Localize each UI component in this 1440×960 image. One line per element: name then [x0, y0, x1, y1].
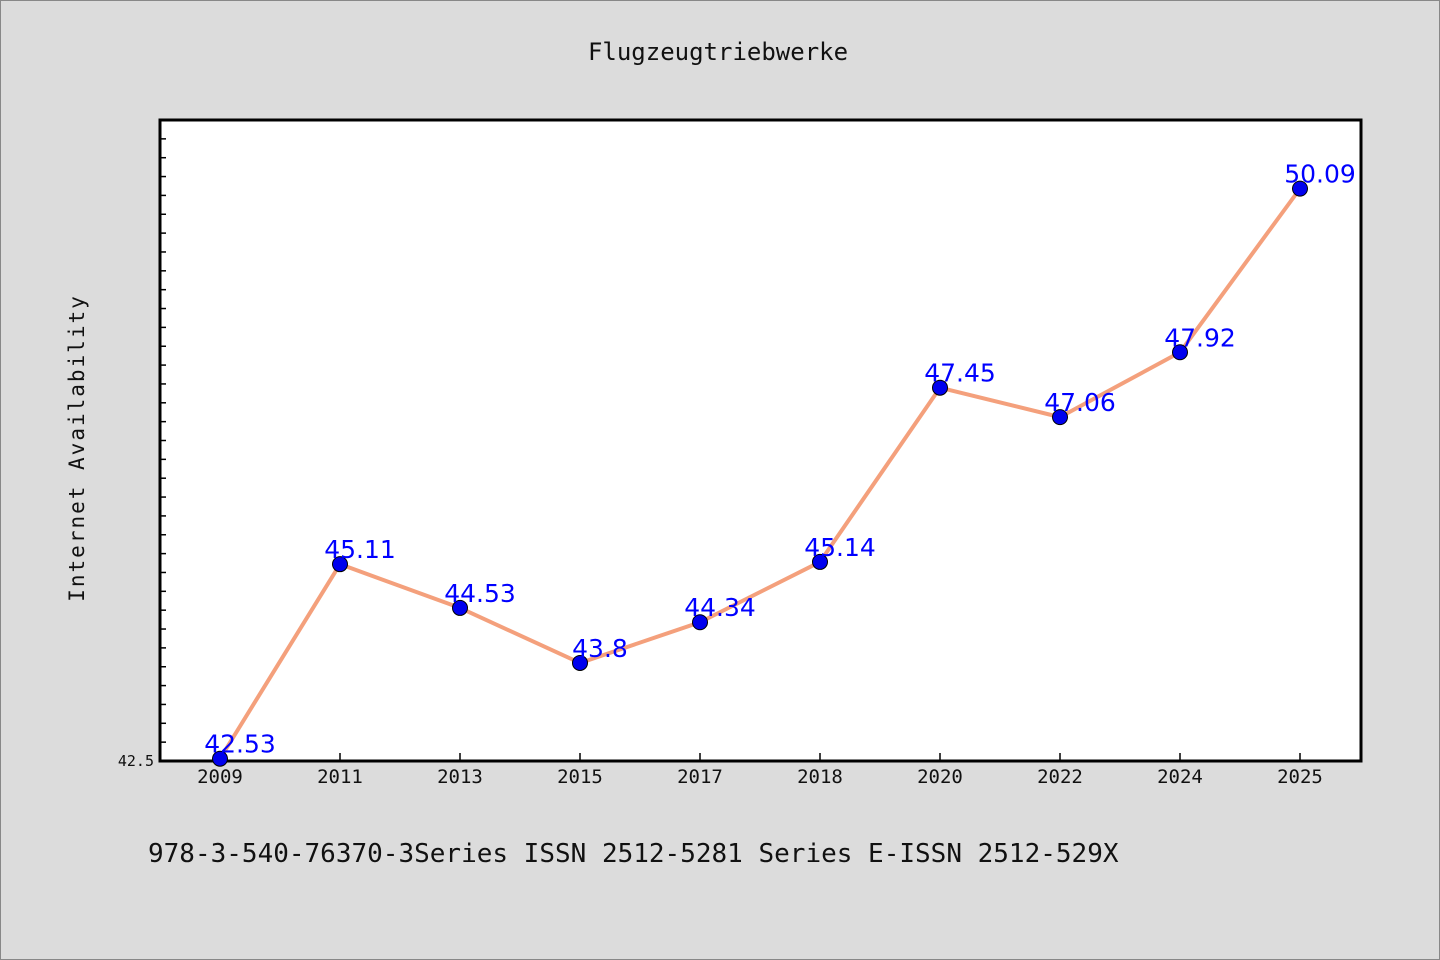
footer-isbn-text: 978-3-540-76370-3Series ISSN 2512-5281 S… — [148, 839, 1119, 869]
data-label: 42.53 — [204, 730, 276, 759]
data-label: 45.14 — [804, 533, 876, 562]
y-axis-tick-labels: 42.5 — [118, 752, 154, 770]
x-tick-label: 2025 — [1277, 766, 1323, 788]
data-label: 47.06 — [1044, 388, 1116, 417]
x-axis-tick-labels: 2009 2011 2013 2015 2017 2018 2020 2022 2024 2025 — [197, 766, 1323, 788]
data-point — [932, 379, 948, 396]
series-line — [218, 187, 1302, 760]
data-point — [452, 599, 468, 616]
data-label: 50.09 — [1284, 160, 1356, 189]
data-point — [812, 553, 828, 570]
x-axis-ticks — [219, 753, 1301, 761]
x-tick-label: 2024 — [1157, 766, 1203, 788]
data-point — [332, 556, 348, 573]
data-point — [1172, 344, 1188, 361]
data-label: 44.53 — [444, 579, 516, 608]
data-markers — [212, 180, 1308, 767]
data-label: 45.11 — [324, 535, 396, 564]
chart-title: Flugzeugtriebwerke — [588, 38, 848, 66]
series-lines — [218, 187, 1302, 760]
data-point — [1292, 180, 1308, 197]
data-point — [692, 614, 708, 631]
x-tick-label: 2013 — [437, 766, 483, 788]
y-axis-ticks — [160, 138, 166, 762]
x-tick-label: 2018 — [797, 766, 843, 788]
data-label: 47.45 — [924, 359, 996, 388]
x-tick-label: 2015 — [557, 766, 603, 788]
y-tick-label: 42.5 — [118, 752, 154, 770]
data-labels: 42.53 45.11 44.53 43.8 44.34 45.14 47.45 47.06 4… — [204, 160, 1356, 759]
data-point — [572, 654, 588, 671]
x-tick-label: 2011 — [317, 766, 363, 788]
x-tick-label: 2022 — [1037, 766, 1083, 788]
x-tick-label: 2020 — [917, 766, 963, 788]
data-label: 44.34 — [684, 593, 756, 622]
data-point — [1052, 409, 1068, 426]
data-label: 47.92 — [1164, 323, 1236, 352]
data-point — [212, 750, 228, 767]
y-axis-label: Internet Availability — [65, 294, 89, 602]
plot-area — [158, 118, 1363, 763]
x-tick-label: 2009 — [197, 766, 243, 788]
data-label: 43.8 — [572, 634, 628, 663]
x-tick-label: 2017 — [677, 766, 723, 788]
